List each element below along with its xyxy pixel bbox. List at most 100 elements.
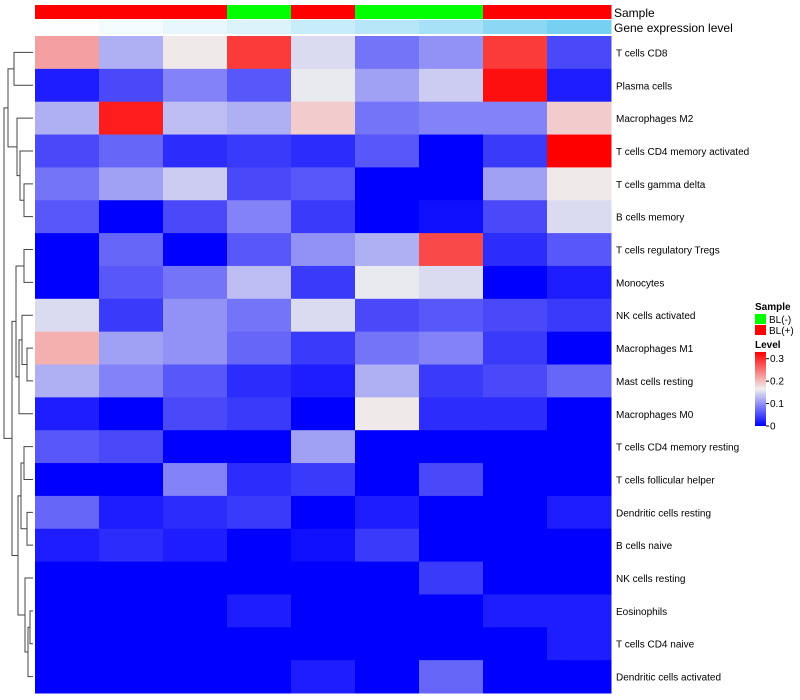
dendrogram-branch bbox=[26, 347, 33, 382]
heatmap-cell bbox=[99, 495, 164, 530]
dendrogram-branch bbox=[26, 511, 33, 546]
heatmap-cell bbox=[355, 200, 420, 234]
heatmap-cell bbox=[35, 265, 100, 300]
heatmap-cell bbox=[483, 68, 548, 103]
heatmap-cell bbox=[227, 660, 292, 694]
dendrogram-branch bbox=[19, 150, 33, 201]
heatmap-cell bbox=[483, 594, 548, 628]
heatmap-cell bbox=[35, 430, 100, 464]
row-label: T cells CD4 memory resting bbox=[616, 443, 739, 454]
heatmap-cell bbox=[355, 528, 420, 563]
heatmap-cell bbox=[163, 364, 228, 398]
legend: Sample BL(-) BL(+) Level 0.3 0.2 0.1 0 bbox=[755, 302, 794, 433]
legend-tick-label: 0.2 bbox=[770, 377, 784, 388]
heatmap-cell bbox=[163, 101, 228, 136]
heatmap-cell bbox=[355, 364, 420, 398]
heatmap-cell bbox=[355, 298, 420, 333]
heatmap-cell bbox=[163, 298, 228, 333]
heatmap-cell bbox=[99, 660, 164, 694]
heatmap-cell bbox=[99, 528, 164, 563]
heatmap-cell bbox=[227, 68, 292, 103]
heatmap-cell bbox=[35, 134, 100, 168]
dendrogram-branch bbox=[11, 320, 18, 556]
heatmap-cell bbox=[483, 298, 548, 333]
heatmap-cell bbox=[419, 594, 484, 628]
heatmap-cell bbox=[35, 331, 100, 365]
heatmap-cell bbox=[227, 397, 292, 431]
heatmap-cell bbox=[291, 331, 356, 365]
heatmap-cell bbox=[547, 463, 612, 497]
heatmap-cell bbox=[99, 134, 164, 168]
heatmap-cell bbox=[35, 167, 100, 201]
heatmap-cell bbox=[419, 660, 484, 694]
heatmap-cell bbox=[35, 561, 100, 595]
heatmap-cell bbox=[227, 265, 292, 300]
heatmap-cell bbox=[419, 495, 484, 530]
heatmap-cell bbox=[483, 430, 548, 464]
heatmap-cell bbox=[483, 167, 548, 201]
heatmap-cell bbox=[99, 167, 164, 201]
heatmap-cell bbox=[227, 298, 292, 333]
heatmap-cell bbox=[419, 233, 484, 267]
legend-tick-label: 0 bbox=[770, 422, 776, 433]
dendrogram-branch bbox=[23, 183, 33, 218]
heatmap-cell bbox=[547, 495, 612, 530]
heatmap-cell bbox=[291, 528, 356, 563]
heatmap-cell bbox=[163, 167, 228, 201]
heatmap-cell bbox=[547, 364, 612, 398]
heatmap-cell bbox=[99, 298, 164, 333]
heatmap-cell bbox=[547, 561, 612, 595]
heatmap-cell bbox=[227, 364, 292, 398]
dendrogram-branch bbox=[7, 68, 17, 148]
heatmap-cell bbox=[291, 167, 356, 201]
row-label: B cells memory bbox=[616, 213, 684, 224]
heatmap-cell bbox=[355, 36, 420, 70]
sample-annotation-cell bbox=[163, 5, 228, 19]
heatmap-cell bbox=[419, 36, 484, 70]
row-label: Mast cells resting bbox=[616, 377, 693, 388]
heatmap-cell bbox=[419, 397, 484, 431]
row-label: T cells gamma delta bbox=[616, 180, 706, 191]
heatmap-cell bbox=[35, 68, 100, 103]
row-labels: T cells CD8 Plasma cells Macrophages M2 T c… bbox=[616, 48, 749, 683]
expression-annotation-cell bbox=[99, 20, 164, 34]
heatmap-cell bbox=[547, 528, 612, 563]
legend-sample-title: Sample bbox=[755, 302, 791, 313]
heatmap-cell bbox=[291, 298, 356, 333]
heatmap-cell bbox=[355, 495, 420, 530]
heatmap-cell bbox=[483, 36, 548, 70]
heatmap-cell bbox=[291, 134, 356, 168]
heatmap-cell bbox=[227, 331, 292, 365]
heatmap-cell bbox=[99, 68, 164, 103]
heatmap-cell bbox=[227, 134, 292, 168]
heatmap-cell bbox=[291, 101, 356, 136]
dendrogram-branch bbox=[29, 610, 33, 645]
expression-annotation-cell bbox=[163, 20, 228, 34]
heatmap-cell bbox=[227, 36, 292, 70]
expression-annotation-cell bbox=[483, 20, 548, 34]
heatmap-cell bbox=[355, 430, 420, 464]
heatmap-cell bbox=[291, 200, 356, 234]
dendrogram-branch bbox=[13, 51, 33, 86]
heatmap-cell bbox=[35, 528, 100, 563]
heatmap-cell bbox=[483, 528, 548, 563]
heatmap-cell bbox=[163, 200, 228, 234]
heatmap-cell bbox=[99, 265, 164, 300]
heatmap-cell bbox=[419, 298, 484, 333]
row-label: T cells regulatory Tregs bbox=[616, 246, 720, 257]
heatmap-cell bbox=[291, 364, 356, 398]
heatmap-cell bbox=[419, 561, 484, 595]
legend-entry-bl-pos: BL(+) bbox=[769, 326, 794, 337]
heatmap-cell bbox=[227, 528, 292, 563]
sample-annotation-cell bbox=[35, 5, 100, 19]
dendrogram-branch bbox=[23, 249, 33, 283]
expression-annotation-cell bbox=[419, 20, 484, 34]
heatmap-cell bbox=[419, 627, 484, 661]
row-label: Macrophages M0 bbox=[616, 410, 694, 421]
legend-tick-label: 0.1 bbox=[770, 399, 784, 410]
heatmap-cell bbox=[99, 36, 164, 70]
heatmap-cell bbox=[547, 134, 612, 168]
sample-annotation-cell bbox=[355, 5, 420, 19]
dendrogram-branch bbox=[16, 117, 33, 177]
heatmap-cell bbox=[227, 101, 292, 136]
